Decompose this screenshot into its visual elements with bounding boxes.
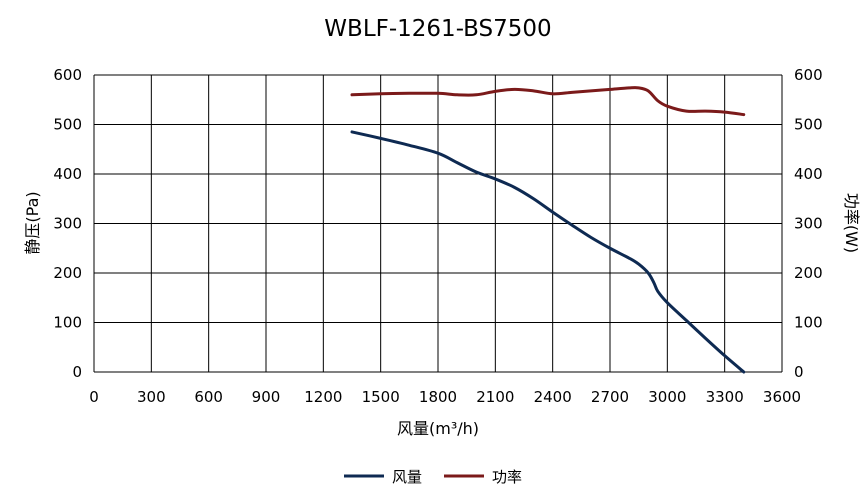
x-tick-label: 3600	[763, 388, 801, 406]
series-line-power	[350, 86, 746, 117]
x-tick-label: 1200	[304, 388, 342, 406]
y-left-tick-label: 400	[53, 165, 82, 183]
y-left-tick-label: 100	[53, 314, 82, 332]
series-line-airflow	[350, 130, 746, 374]
x-tick-label: 900	[252, 388, 281, 406]
grid	[93, 74, 783, 373]
x-tick-label: 2100	[476, 388, 514, 406]
legend-label: 风量	[392, 468, 422, 486]
x-tick-label: 1500	[362, 388, 400, 406]
x-tick-label: 1800	[419, 388, 457, 406]
x-tick-label: 3000	[648, 388, 686, 406]
y-right-tick-label: 100	[794, 314, 823, 332]
legend-label: 功率	[492, 468, 522, 486]
y-right-tick-labels: 0 100 200 300 400 500 600	[794, 66, 823, 381]
x-tick-label: 0	[89, 388, 99, 406]
x-tick-label: 2700	[591, 388, 629, 406]
y-right-tick-label: 300	[794, 215, 823, 233]
x-tick-label: 600	[194, 388, 223, 406]
chart-title: WBLF-1261-BS7500	[324, 16, 551, 42]
y-left-tick-label: 600	[53, 66, 82, 84]
x-tick-label: 300	[137, 388, 166, 406]
y-left-axis-label: 静压(Pa)	[23, 191, 42, 254]
y-right-tick-label: 400	[794, 165, 823, 183]
y-left-tick-label: 0	[72, 363, 82, 381]
x-tick-label: 2400	[534, 388, 572, 406]
y-right-tick-label: 500	[794, 116, 823, 134]
y-left-tick-labels: 0 100 200 300 400 500 600	[53, 66, 82, 381]
x-tick-label: 3300	[706, 388, 744, 406]
y-left-tick-label: 300	[53, 215, 82, 233]
legend: 风量 功率	[344, 468, 522, 486]
y-right-tick-label: 600	[794, 66, 823, 84]
y-left-tick-label: 200	[53, 264, 82, 282]
series-lines	[350, 86, 746, 374]
x-axis-label: 风量(m³/h)	[397, 419, 479, 438]
y-right-tick-label: 200	[794, 264, 823, 282]
y-right-axis-label: 功率(W)	[842, 193, 861, 253]
y-right-tick-label: 0	[794, 363, 804, 381]
y-left-tick-label: 500	[53, 116, 82, 134]
x-tick-labels: 0 300 600 900 1200 1500 1800 2100 2400 2700 3000 33…	[89, 388, 801, 406]
